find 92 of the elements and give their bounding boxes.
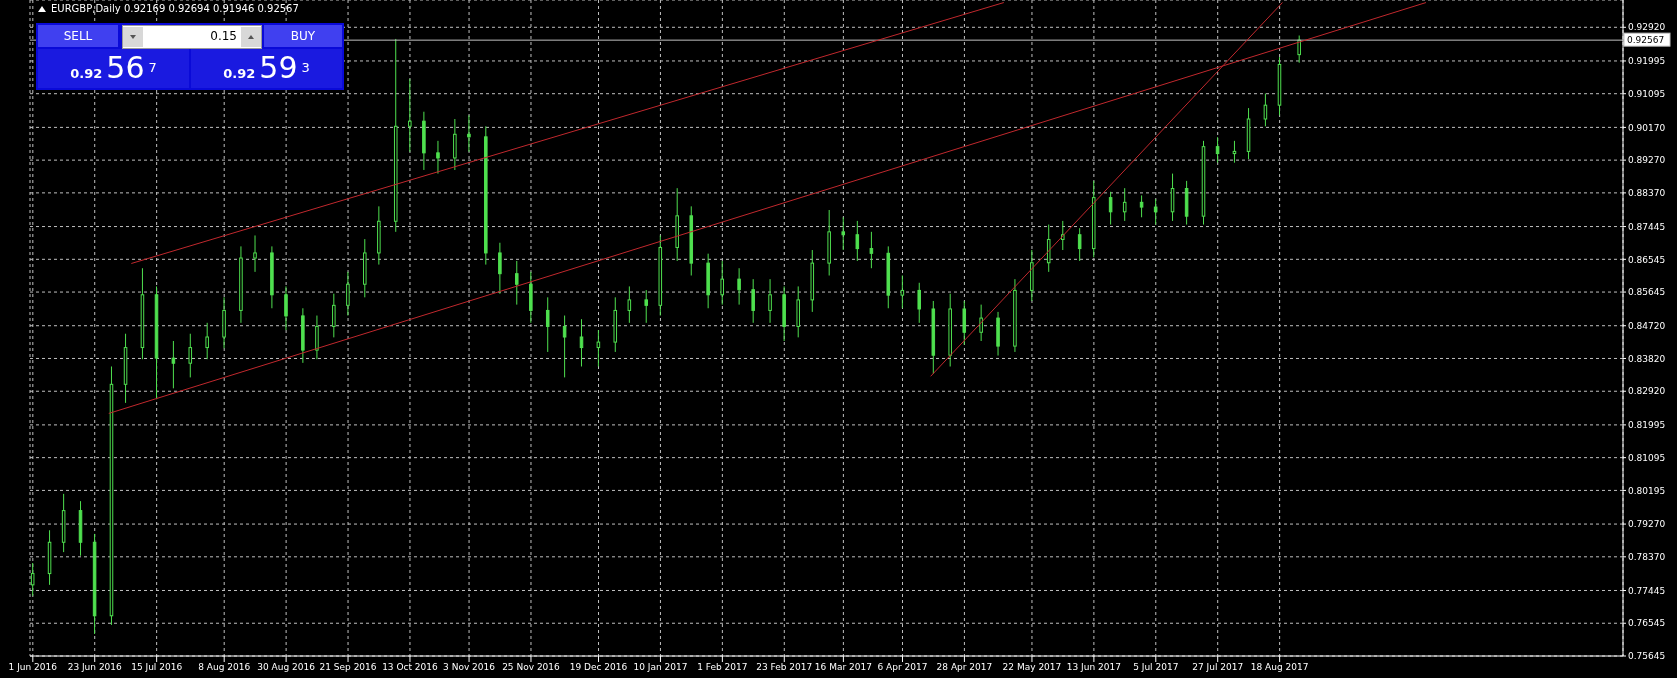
x-tick-label: 16 Mar 2017 bbox=[814, 662, 872, 673]
annotation: 3 bbox=[301, 60, 310, 75]
candlestick bbox=[467, 114, 471, 153]
candlestick bbox=[453, 118, 457, 171]
candlestick bbox=[545, 296, 550, 353]
y-tick-label: 0.75645 bbox=[1628, 651, 1666, 662]
candlestick bbox=[205, 322, 209, 360]
y-tick-label: 0.81095 bbox=[1628, 452, 1666, 463]
y-tick-label: 0.89270 bbox=[1628, 155, 1666, 166]
x-tick-label: 1 Feb 2017 bbox=[697, 662, 748, 673]
candlestick bbox=[332, 293, 336, 338]
y-tick-label: 0.76545 bbox=[1628, 618, 1666, 629]
candlestick bbox=[596, 329, 601, 367]
y-tick-label: 0.92920 bbox=[1628, 22, 1666, 33]
x-tick-label: 22 May 2017 bbox=[1002, 662, 1062, 673]
x-tick-label: 18 Aug 2017 bbox=[1250, 662, 1309, 673]
y-tick-label: 0.91095 bbox=[1628, 88, 1666, 99]
candlestick bbox=[408, 78, 412, 153]
candlestick bbox=[562, 315, 567, 378]
candlestick bbox=[720, 260, 724, 306]
y-tick-label: 0.83820 bbox=[1628, 353, 1666, 364]
x-tick-label: 1 Jun 2016 bbox=[8, 662, 58, 673]
annotation: 7 bbox=[148, 60, 157, 75]
y-tick-label: 0.80195 bbox=[1628, 485, 1666, 496]
candlestick bbox=[1077, 227, 1082, 262]
x-tick-label: 8 Aug 2016 bbox=[198, 662, 251, 673]
candlestick bbox=[869, 231, 874, 269]
candlestick bbox=[30, 562, 35, 597]
x-tick-label: 13 Jun 2017 bbox=[1066, 662, 1121, 673]
candlestick bbox=[768, 278, 772, 324]
x-tick-label: 21 Sep 2016 bbox=[319, 662, 377, 673]
candlestick bbox=[644, 289, 648, 324]
x-tick-label: 10 Jan 2017 bbox=[633, 662, 688, 673]
annotation: 59 bbox=[259, 50, 298, 85]
x-tick-label: 13 Oct 2016 bbox=[382, 662, 439, 673]
y-tick-label: 0.90170 bbox=[1628, 122, 1666, 133]
candlestick bbox=[284, 285, 288, 331]
candlestick bbox=[579, 318, 584, 367]
candlestick bbox=[1153, 198, 1158, 226]
chart-title: EURGBP,Daily 0.92169 0.92694 0.91946 0.92567 bbox=[51, 3, 299, 14]
annotation: 0.15 bbox=[210, 29, 237, 43]
y-tick-label: 0.84720 bbox=[1628, 320, 1666, 331]
y-tick-label: 0.87445 bbox=[1628, 221, 1666, 232]
x-tick-label: 25 Nov 2016 bbox=[502, 662, 561, 673]
y-tick-label: 0.81995 bbox=[1628, 420, 1666, 431]
candlestick bbox=[436, 140, 440, 175]
ref-line-label: 0.92567 bbox=[1627, 35, 1665, 46]
candlestick bbox=[1108, 191, 1113, 226]
candlestick bbox=[855, 220, 860, 262]
x-tick-label: 30 Aug 2016 bbox=[257, 662, 316, 673]
y-tick-label: 0.86545 bbox=[1628, 254, 1666, 265]
x-tick-label: 23 Jun 2016 bbox=[67, 662, 123, 673]
candlestick bbox=[498, 242, 502, 295]
candlestick bbox=[979, 304, 983, 342]
candlestick bbox=[253, 234, 257, 273]
x-tick-label: 23 Feb 2017 bbox=[756, 662, 813, 673]
annotation: 56 bbox=[106, 50, 145, 85]
x-tick-label: 3 Nov 2016 bbox=[443, 662, 496, 673]
x-tick-label: 15 Jul 2016 bbox=[131, 662, 183, 673]
candlestick bbox=[1297, 35, 1301, 64]
x-tick-label: 6 Apr 2017 bbox=[877, 662, 928, 673]
candlestick bbox=[171, 340, 176, 389]
y-tick-label: 0.79270 bbox=[1628, 519, 1666, 530]
candlestick bbox=[1046, 224, 1051, 273]
annotation: SELL bbox=[38, 25, 118, 47]
y-tick-label: 0.78370 bbox=[1628, 552, 1666, 563]
annotation: 0.92 bbox=[70, 66, 103, 81]
annotation: 0.92 bbox=[223, 66, 256, 81]
candlestick bbox=[962, 300, 967, 346]
candlestick bbox=[1232, 140, 1237, 164]
candlestick bbox=[188, 333, 193, 378]
candlestick bbox=[917, 282, 921, 324]
candlestick bbox=[315, 315, 319, 360]
x-tick-label: 27 Jul 2017 bbox=[1192, 662, 1244, 673]
candlestick bbox=[515, 260, 519, 306]
y-tick-label: 0.85645 bbox=[1628, 287, 1666, 298]
candlestick bbox=[1122, 187, 1127, 222]
annotation: BUY bbox=[264, 25, 342, 47]
y-tick-label: 0.88370 bbox=[1628, 188, 1666, 199]
candlestick bbox=[900, 275, 905, 309]
candlestick bbox=[751, 278, 755, 324]
y-tick-label: 0.82920 bbox=[1628, 386, 1666, 397]
candlestick bbox=[346, 271, 350, 317]
candlestick bbox=[841, 216, 846, 251]
y-tick-label: 0.77445 bbox=[1628, 585, 1666, 596]
candlestick bbox=[737, 267, 741, 306]
candlestick bbox=[627, 285, 632, 324]
y-tick-label: 0.91995 bbox=[1628, 56, 1666, 67]
candlestick bbox=[1139, 194, 1144, 218]
x-tick-label: 28 Apr 2017 bbox=[936, 662, 993, 673]
x-tick-label: 19 Dec 2016 bbox=[569, 662, 628, 673]
x-tick-label: 5 Jul 2017 bbox=[1133, 662, 1179, 673]
